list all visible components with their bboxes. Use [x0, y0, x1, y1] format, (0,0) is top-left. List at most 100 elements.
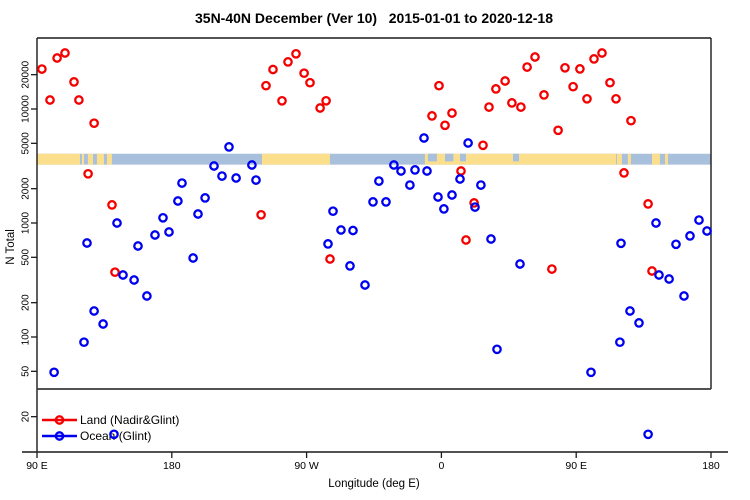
y-tick-label: 500: [21, 249, 32, 266]
data-point: [109, 429, 119, 440]
data-point: [315, 103, 325, 113]
data-point: [60, 48, 70, 58]
x-tick-label: 90 E: [565, 460, 587, 472]
data-point: [231, 173, 241, 183]
data-point: [173, 196, 183, 206]
data-point: [582, 93, 592, 104]
data-point: [515, 259, 525, 269]
data-point: [654, 270, 664, 280]
data-point: [575, 64, 585, 74]
data-point: [539, 90, 549, 100]
band-land-segment: [87, 153, 94, 165]
x-tick-label: 0: [438, 460, 444, 472]
data-point: [500, 76, 510, 86]
chart-title: 35N-40N December (Ver 10) 2015-01-01 to …: [195, 10, 553, 26]
data-point: [461, 235, 471, 245]
y-tick-label: 50: [21, 365, 32, 377]
data-point: [492, 344, 502, 355]
data-point: [283, 57, 293, 67]
data-point: [456, 166, 466, 176]
data-point: [560, 62, 570, 73]
data-point: [651, 218, 661, 228]
data-point: [188, 253, 198, 263]
data-point: [476, 180, 486, 190]
legend-ocean-label: Ocean (Glint): [80, 429, 151, 443]
data-point: [107, 200, 117, 210]
legend: Land (Nadir&Glint) Ocean (Glint): [42, 413, 179, 443]
band-land-segment: [616, 153, 622, 165]
data-point: [277, 95, 287, 106]
band-land-segment: [81, 153, 85, 165]
data-point: [217, 171, 227, 181]
band-land-segment: [37, 153, 80, 165]
data-point: [463, 138, 473, 148]
y-tick-label: 100: [21, 328, 32, 345]
x-tick-label: 90 E: [26, 460, 48, 472]
data-point: [133, 241, 143, 251]
data-point: [348, 225, 358, 236]
data-point: [299, 68, 309, 79]
data-point: [597, 48, 607, 58]
data-point: [486, 234, 496, 244]
data-point: [396, 166, 406, 176]
band-land-segment: [627, 153, 631, 165]
band-land-segment: [106, 153, 112, 165]
band-ocean-patch: [427, 153, 437, 162]
land-ocean-band: [37, 153, 711, 165]
legend-entry-land: Land (Nadir&Glint): [42, 413, 179, 427]
data-point: [150, 230, 160, 240]
band-land-segment: [665, 153, 669, 165]
data-point: [491, 84, 501, 94]
data-point: [702, 226, 712, 236]
data-point: [79, 337, 89, 348]
data-point: [98, 319, 108, 329]
data-point: [129, 275, 139, 285]
data-point: [368, 197, 378, 207]
data-point: [522, 62, 532, 72]
data-point: [605, 77, 615, 88]
data-point: [440, 120, 450, 131]
data-point: [434, 80, 444, 91]
data-point: [336, 225, 346, 235]
band-ocean-patch: [444, 153, 454, 162]
data-point: [410, 165, 420, 175]
data-point: [158, 212, 168, 223]
data-point: [110, 267, 120, 278]
data-point: [251, 175, 261, 185]
data-point: [634, 318, 644, 328]
y-tick-label: 20000: [21, 60, 32, 88]
x-axis-ticks: 90 E 180 90 W 0 90 E 180: [26, 452, 720, 472]
x-axis-title: Longitude (deg E): [328, 478, 420, 490]
x-tick-label: 90 W: [294, 460, 319, 472]
data-point: [679, 291, 689, 301]
data-point: [82, 238, 92, 248]
data-point: [321, 95, 331, 106]
data-point: [325, 254, 335, 264]
x-tick-label: 180: [702, 460, 720, 472]
data-point: [256, 209, 266, 220]
data-point: [671, 239, 681, 250]
data-point: [328, 206, 338, 217]
y-tick-label: 20: [21, 411, 32, 423]
band-land-segment: [651, 153, 660, 165]
data-point: [626, 115, 636, 126]
data-point: [389, 160, 399, 170]
band-ocean-patch: [512, 153, 519, 162]
data-point: [685, 231, 695, 241]
data-point: [200, 193, 210, 203]
legend-land-circle-icon: [54, 415, 65, 425]
data-point: [305, 77, 315, 88]
data-point: [224, 142, 234, 152]
data-point: [643, 429, 653, 440]
data-point: [83, 168, 93, 179]
data-point: [616, 238, 626, 249]
data-point: [507, 98, 517, 108]
data-point: [422, 166, 432, 176]
legend-ocean-circle-icon: [54, 431, 65, 441]
data-point: [193, 209, 203, 219]
data-point: [52, 53, 62, 63]
data-point: [455, 174, 465, 184]
y-tick-label: 1000: [21, 211, 32, 234]
data-point: [516, 102, 526, 112]
